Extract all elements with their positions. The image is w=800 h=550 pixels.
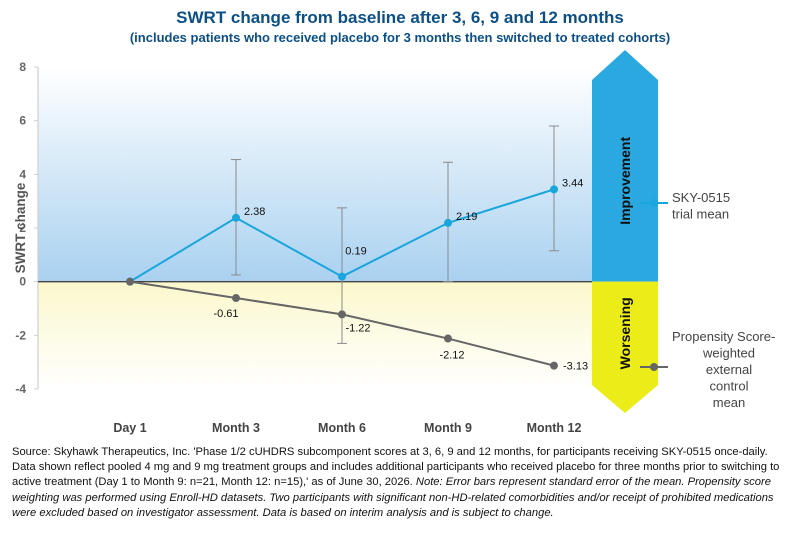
- x-tick-label: Month 6: [318, 421, 366, 435]
- x-tick-label: Month 3: [212, 421, 260, 435]
- source-text: Source: Skyhawk Therapeutics, Inc. 'Phas…: [12, 446, 780, 489]
- data-point: [126, 277, 134, 286]
- data-label: -0.61: [213, 308, 238, 320]
- data-point: [232, 213, 240, 222]
- worsening-region: [38, 281, 592, 389]
- legend-text: trial mean: [672, 207, 729, 222]
- legend-text: control: [709, 379, 748, 394]
- y-tick-label: -4: [15, 382, 26, 396]
- x-tick-label: Day 1: [113, 421, 146, 435]
- data-point: [444, 334, 452, 343]
- improvement-label: Improvement: [617, 137, 633, 225]
- legend-text: weighted: [702, 346, 755, 361]
- legend-text: SKY-0515: [672, 190, 730, 205]
- x-tick-label: Month 9: [424, 421, 472, 435]
- data-point: [444, 218, 452, 227]
- y-tick-label: 0: [19, 275, 26, 289]
- y-tick-label: 2: [19, 221, 26, 235]
- y-tick-label: 4: [19, 167, 26, 181]
- worsening-label: Worsening: [617, 297, 633, 369]
- worsening-arrow: [592, 281, 658, 413]
- data-label: -1.22: [345, 322, 370, 334]
- y-tick-label: 8: [19, 60, 26, 74]
- y-tick-label: 6: [19, 114, 26, 128]
- legend-text: Propensity Score-: [672, 329, 775, 344]
- improvement-arrow: [592, 50, 658, 282]
- data-label: 0.19: [345, 246, 366, 258]
- legend-text: external: [706, 362, 752, 377]
- data-point: [338, 272, 346, 281]
- data-label: 3.44: [562, 177, 583, 189]
- line-chart: -4 -2 0 2 4 6 8 SWRT change Day 1 Month 3 Month 6 M…: [13, 50, 775, 435]
- data-point: [338, 310, 346, 319]
- data-label: 2.19: [456, 211, 477, 223]
- legend-sky0515: SKY-0515 trial mean: [640, 190, 730, 222]
- legend-text: mean: [713, 395, 746, 410]
- data-point: [550, 361, 558, 370]
- data-label: 2.38: [244, 206, 265, 218]
- chart-title: SWRT change from baseline after 3, 6, 9 …: [176, 8, 624, 27]
- chart-subtitle: (includes patients who received placebo …: [129, 30, 671, 45]
- y-tick-label: -2: [15, 328, 26, 342]
- data-point: [550, 185, 558, 194]
- data-point: [232, 294, 240, 303]
- source-note: Source: Skyhawk Therapeutics, Inc. 'Phas…: [12, 445, 788, 521]
- legend-marker: [650, 199, 658, 207]
- y-axis-label: SWRT change: [13, 182, 28, 273]
- source-italic-note: Note: Error bars represent standard erro…: [12, 476, 774, 519]
- improvement-region: [38, 67, 592, 282]
- data-label: -2.12: [439, 350, 464, 362]
- legend-marker: [650, 363, 658, 371]
- x-tick-label: Month 12: [527, 421, 582, 435]
- data-label: -3.13: [563, 361, 588, 373]
